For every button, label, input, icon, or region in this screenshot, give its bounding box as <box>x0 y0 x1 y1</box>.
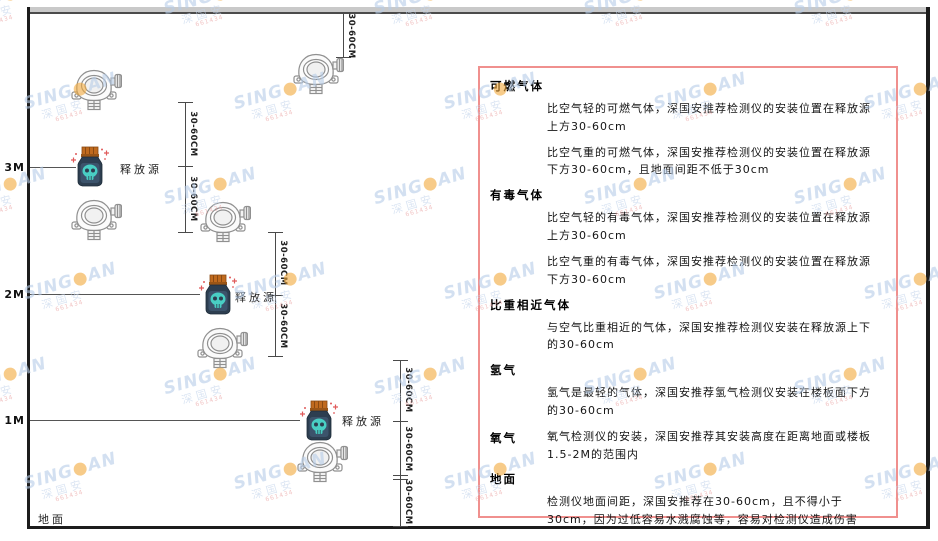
release-source-icon <box>68 146 112 188</box>
section-oxygen: 氧气 氧气检测仪的安装，深国安推荐其安装高度在距离地面或楼板1.5-2M的范围内 <box>490 428 882 464</box>
section-toxic-gas: 有毒气体 比空气轻的有毒气体，深国安推荐检测仪的安装位置在释放源上方30-60c… <box>490 187 882 288</box>
level-line-1m <box>30 420 300 421</box>
section-paragraph: 与空气比重相近的气体，深国安推荐检测仪安装在释放源上下的30-60cm <box>547 320 871 352</box>
gas-detector-icon <box>296 438 348 484</box>
level-line-3m <box>30 167 76 168</box>
section-paragraph: 比空气轻的有毒气体，深国安推荐检测仪的安装位置在释放源上方30-60cm <box>547 211 871 243</box>
left-wall <box>27 7 30 528</box>
section-heading: 氧气 <box>490 430 517 445</box>
release-source-label: 释放源 <box>235 291 277 304</box>
ground-label: 地面 <box>38 513 66 526</box>
dim-line-ceiling: 30-60CM <box>336 13 356 59</box>
dim-label: 30-60CM <box>278 240 288 286</box>
height-label-2m: 2M <box>4 288 25 301</box>
release-source-icon <box>196 274 240 316</box>
dim-tick <box>393 421 408 422</box>
section-heading: 有毒气体 <box>490 188 544 203</box>
section-paragraph: 比空气重的有毒气体，深国安推荐检测仪的安装位置在释放源下方30-60cm <box>547 254 871 286</box>
height-label-3m: 3M <box>4 161 25 174</box>
dim-label: 30-60CM <box>346 13 356 59</box>
dim-line-2m: 30-60CM 30-60CM <box>268 232 288 357</box>
height-label-1m: 1M <box>4 414 25 427</box>
dim-tick <box>178 232 193 233</box>
section-heading: 可燃气体 <box>490 79 544 93</box>
dim-label: 30-60CM <box>188 176 198 222</box>
release-source-label: 释放源 <box>342 415 384 428</box>
gas-detector-icon <box>196 324 248 370</box>
release-source-icon <box>297 400 341 442</box>
gas-detector-icon <box>70 66 122 112</box>
level-line-2m <box>30 294 200 295</box>
dim-tick <box>268 295 283 296</box>
section-hydrogen: 氢气 氢气是最轻的气体，深国安推荐氢气检测仪安装在楼板面下方的30-60cm <box>490 362 882 420</box>
dim-label: 30-60CM <box>403 367 413 413</box>
dim-tick <box>393 475 408 476</box>
info-panel: 可燃气体 比空气轻的可燃气体，深国安推荐检测仪的安装位置在释放源上方30-60c… <box>478 66 898 526</box>
gas-detector-icon <box>292 50 344 96</box>
dim-tick <box>393 360 408 361</box>
release-source-label: 释放源 <box>120 163 162 176</box>
dim-tick <box>393 479 408 480</box>
gas-detector-icon <box>70 196 122 242</box>
section-combustible-gas: 可燃气体 比空气轻的可燃气体，深国安推荐检测仪的安装位置在释放源上方30-60c… <box>490 78 882 179</box>
dim-tick <box>268 232 283 233</box>
section-paragraph: 检测仪地面间距，深国安推荐在30-60cm，且不得小于30cm，因为过低容易水溅… <box>547 495 858 527</box>
ceiling <box>27 7 930 14</box>
dim-label: 30-60CM <box>403 479 413 525</box>
dim-tick <box>336 57 351 58</box>
dim-tick <box>178 166 193 167</box>
dim-label: 30-60CM <box>403 426 413 472</box>
section-ground: 地面 检测仪地面间距，深国安推荐在30-60cm，且不得小于30cm，因为过低容… <box>490 471 882 529</box>
right-wall <box>926 7 930 528</box>
section-paragraph: 比空气轻的可燃气体，深国安推荐检测仪的安装位置在释放源上方30-60cm <box>547 102 871 133</box>
dim-line-1m: 30-60CM 30-60CM 30-60CM <box>393 360 413 527</box>
dim-line-3m: 30-60CM 30-60CM <box>178 102 198 233</box>
section-paragraph: 氢气是最轻的气体，深国安推荐氢气检测仪安装在楼板面下方的30-60cm <box>547 386 871 417</box>
gas-detector-icon <box>199 198 251 244</box>
dim-tick <box>393 526 408 527</box>
section-similar-density-gas: 比重相近气体 与空气比重相近的气体，深国安推荐检测仪安装在释放源上下的30-60… <box>490 297 882 355</box>
section-heading: 比重相近气体 <box>490 297 571 312</box>
dim-tick <box>268 356 283 357</box>
section-paragraph: 氧气检测仪的安装，深国安推荐其安装高度在距离地面或楼板1.5-2M的范围内 <box>547 429 871 461</box>
section-heading: 地面 <box>490 472 517 487</box>
section-heading: 氢气 <box>490 363 517 378</box>
dim-tick <box>336 13 351 14</box>
section-paragraph: 比空气重的可燃气体，深国安推荐检测仪的安装位置在释放源下方30-60cm，且地面… <box>547 145 871 177</box>
dim-label: 30-60CM <box>278 303 288 349</box>
dim-label: 30-60CM <box>188 111 198 157</box>
dim-tick <box>178 102 193 103</box>
ground-line <box>27 526 930 529</box>
